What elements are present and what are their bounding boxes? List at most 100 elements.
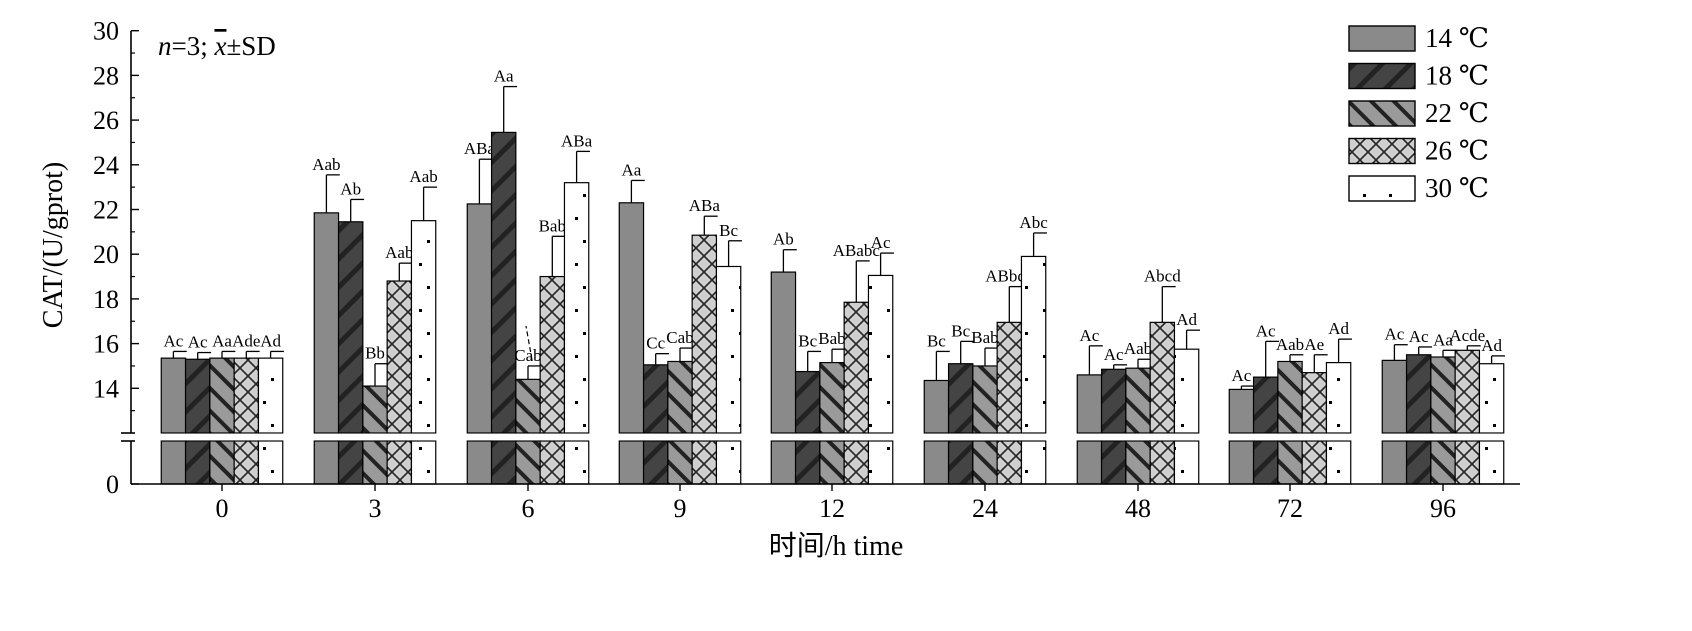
bar-segment-lower — [1020, 440, 1047, 485]
y-tick-label: 30 — [93, 17, 119, 46]
y-tick-label: 20 — [93, 240, 119, 269]
significance-label: Bc — [798, 331, 817, 350]
significance-label: Ac — [1079, 326, 1099, 345]
bar-segment-lower — [996, 440, 1023, 485]
bar-segment-lower — [1252, 440, 1279, 485]
significance-label: Aab — [1276, 335, 1304, 354]
bar-segment-lower — [1454, 440, 1481, 485]
bar-segment-upper — [410, 220, 437, 434]
significance-label: Cc — [646, 334, 665, 353]
legend-label: 30 ℃ — [1425, 173, 1489, 203]
y-tick-label: 24 — [93, 151, 119, 180]
bar-segment-lower — [972, 440, 998, 485]
bar-segment-lower — [1149, 440, 1176, 485]
bar-segment-lower — [1228, 440, 1255, 485]
bar-segment-upper — [1252, 376, 1279, 434]
bar-segment-upper — [257, 357, 284, 434]
bar-segment-upper — [947, 363, 974, 434]
bar-segment-lower — [539, 440, 566, 485]
bar-segment-lower — [362, 440, 388, 485]
significance-label: Aab — [1124, 339, 1152, 358]
bar-segment-lower — [1125, 440, 1151, 485]
significance-label: Ad — [1328, 319, 1349, 338]
significance-label: ABa — [561, 131, 593, 150]
bar-segment-lower — [667, 440, 693, 485]
significance-label: Bc — [719, 221, 738, 240]
bar-segment-upper — [515, 378, 541, 434]
bar-segment-lower — [691, 440, 718, 485]
x-tick-label: 12 — [819, 494, 845, 523]
bar-segment-upper — [770, 271, 797, 434]
bar-segment-upper — [1100, 368, 1127, 434]
significance-label: Ac — [163, 331, 183, 350]
bar-segment-upper — [160, 357, 187, 434]
bar-segment-lower — [642, 440, 669, 485]
significance-label: Aa — [494, 67, 514, 86]
significance-label: Cab — [666, 328, 693, 347]
bar-segment-lower — [257, 440, 284, 485]
bar-segment-lower — [947, 440, 974, 485]
bar-segment-upper — [794, 370, 821, 434]
significance-label: ABa — [464, 139, 496, 158]
significance-label: Bab — [971, 328, 998, 347]
bar-segment-upper — [313, 212, 340, 434]
bar-segment-upper — [233, 357, 260, 434]
x-tick-label: 96 — [1430, 494, 1456, 523]
y-axis-title: CAT/(U/gprot) — [38, 162, 69, 328]
bar-segment-upper — [1478, 363, 1505, 434]
bar-segment-lower — [819, 440, 845, 485]
significance-label: Ae — [1304, 335, 1324, 354]
bar-segment-lower — [1301, 440, 1328, 485]
bar-segment-lower — [337, 440, 364, 485]
y-tick-label: 0 — [106, 470, 119, 499]
bar-segment-lower — [184, 440, 211, 485]
bar-segment-lower — [618, 440, 645, 485]
legend-swatch — [1348, 175, 1416, 202]
y-tick-label: 14 — [93, 374, 119, 403]
significance-label: Ac — [871, 233, 891, 252]
bar-segment-lower — [843, 440, 870, 485]
significance-label: Ad — [1481, 336, 1502, 355]
bar-segment-lower — [233, 440, 260, 485]
significance-label: Ab — [340, 179, 361, 198]
bar-segment-upper — [923, 379, 950, 434]
bar-segment-upper — [1228, 388, 1255, 434]
bar-segment-lower — [1076, 440, 1103, 485]
bar-segment-upper — [466, 203, 493, 434]
x-tick-label: 72 — [1277, 494, 1303, 523]
bar-segment-lower — [209, 440, 235, 485]
significance-label: Ade — [232, 331, 260, 350]
y-tick-label: 16 — [93, 330, 119, 359]
bar-segment-upper — [618, 202, 645, 434]
bar-segment-upper — [867, 274, 894, 434]
significance-label: Aa — [212, 331, 232, 350]
bar-segment-upper — [563, 182, 590, 434]
bar-segment-lower — [515, 440, 541, 485]
x-axis-title: 时间/h time — [769, 530, 904, 562]
significance-label: Acde — [1449, 326, 1485, 345]
y-tick-label: 18 — [93, 285, 119, 314]
bar-segment-upper — [1430, 356, 1456, 434]
sample-annotation-rest: =3; — [172, 31, 215, 61]
sample-annotation-sd: ±SD — [226, 31, 275, 61]
axis-break-gap — [117, 433, 1536, 441]
bar-segment-lower — [466, 440, 493, 485]
legend-label: 18 ℃ — [1425, 61, 1489, 91]
sample-annotation: n=3; x±SD — [158, 31, 276, 61]
significance-label: Ad — [1176, 310, 1197, 329]
bar-segment-upper — [715, 265, 742, 434]
bar-segment-lower — [386, 440, 413, 485]
bar-segment-upper — [843, 301, 870, 434]
x-tick-label: 0 — [216, 494, 229, 523]
sample-annotation-xbar: x — [213, 31, 226, 61]
significance-label: Ad — [260, 331, 281, 350]
legend-label: 26 ℃ — [1425, 136, 1489, 166]
significance-label: Ac — [1104, 345, 1124, 364]
significance-label: Aa — [1433, 330, 1453, 349]
legend-swatch — [1348, 100, 1416, 127]
bar-segment-lower — [410, 440, 437, 485]
x-tick-label: 3 — [369, 494, 382, 523]
bar-segment-lower — [1173, 440, 1200, 485]
